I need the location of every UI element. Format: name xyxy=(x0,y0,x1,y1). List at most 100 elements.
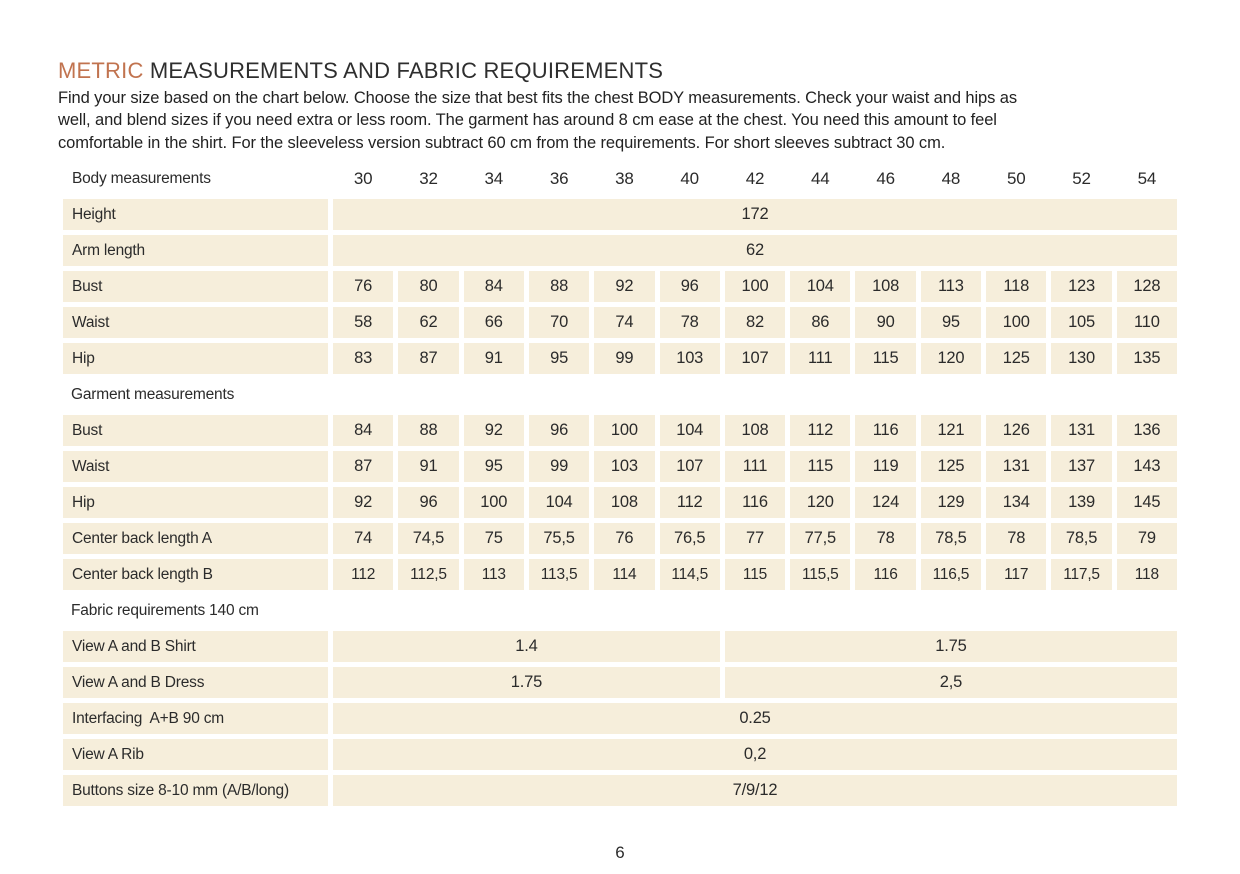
value-cell: 99 xyxy=(594,343,655,375)
value-cell: 100 xyxy=(724,271,786,303)
size-column-header: 30 xyxy=(353,169,373,189)
value-cell: 125 xyxy=(986,343,1047,375)
size-column-header: 32 xyxy=(419,169,438,189)
size-column-header: 54 xyxy=(1137,169,1157,189)
value-cell: 107 xyxy=(724,343,786,375)
value-cell-right: 2,5 xyxy=(724,667,1177,699)
row-label: Bust xyxy=(63,271,328,303)
row-label: Hip xyxy=(63,343,328,375)
value-cell-merged: 62 xyxy=(333,235,1177,267)
value-cell: 86 xyxy=(790,307,851,339)
value-cell-merged: 0,2 xyxy=(333,739,1177,771)
value-cell: 92 xyxy=(594,271,655,303)
value-cell: 84 xyxy=(333,415,394,447)
value-cell: 88 xyxy=(528,271,590,303)
value-cell: 104 xyxy=(528,487,590,519)
value-cell: 66 xyxy=(463,307,524,339)
value-cell: 78 xyxy=(855,523,916,555)
value-cell: 79 xyxy=(1116,523,1177,555)
row-label: Waist xyxy=(63,307,328,339)
size-column-header: 40 xyxy=(680,169,699,189)
size-column-header: 42 xyxy=(745,169,765,189)
value-cell: 77 xyxy=(724,523,786,555)
row-label: Interfacing A+B 90 cm xyxy=(63,703,328,735)
value-cell: 112 xyxy=(659,487,720,519)
value-cell: 126 xyxy=(986,415,1047,447)
value-cell: 115 xyxy=(855,343,916,375)
table-row: Interfacing A+B 90 cm 0.25 xyxy=(63,703,1177,735)
value-cell: 96 xyxy=(659,271,720,303)
value-cell: 62 xyxy=(398,307,459,339)
value-cell: 118 xyxy=(986,271,1047,303)
value-cell: 107 xyxy=(659,451,720,483)
table-row: Center back length B 112 112,5 113 113,5 114 1… xyxy=(63,559,1177,591)
value-cell: 58 xyxy=(333,307,394,339)
table-row: View A and B Shirt 1.4 1.75 xyxy=(63,631,1177,663)
value-cell: 116,5 xyxy=(920,559,982,591)
value-cell: 131 xyxy=(986,451,1047,483)
size-column-header: 38 xyxy=(615,169,634,189)
table-row: Center back length A 74 74,5 75 75,5 76 76,5 77… xyxy=(63,523,1177,555)
value-cell: 117 xyxy=(986,559,1047,591)
size-table: Body measurements 30 32 34 36 38 40 42 44 46 48 50 5… xyxy=(63,165,1177,807)
value-cell: 91 xyxy=(398,451,459,483)
table-row: Waist 87 91 95 99 103 107 111 115 119 125 131 137 143 xyxy=(63,451,1177,483)
value-cell: 78,5 xyxy=(920,523,982,555)
row-label: Buttons size 8-10 mm (A/B/long) xyxy=(63,775,328,807)
value-cell: 112 xyxy=(790,415,851,447)
value-cell: 74 xyxy=(594,307,655,339)
table-row: Garment measurements xyxy=(63,379,1177,410)
row-label: Center back length A xyxy=(63,523,328,555)
value-cell: 114 xyxy=(594,559,655,591)
value-cell: 125 xyxy=(920,451,982,483)
value-cell: 135 xyxy=(1116,343,1177,375)
intro-line: comfortable in the shirt. For the sleeve… xyxy=(58,133,946,152)
value-cell: 111 xyxy=(724,451,786,483)
value-cell: 137 xyxy=(1051,451,1112,483)
table-row: Bust 84 88 92 96 100 104 108 112 116 121 126 131 136 xyxy=(63,415,1177,447)
value-cell: 123 xyxy=(1051,271,1112,303)
value-cell: 139 xyxy=(1051,487,1112,519)
value-cell: 96 xyxy=(398,487,459,519)
value-cell: 145 xyxy=(1116,487,1177,519)
value-cell: 78 xyxy=(986,523,1047,555)
value-cell: 104 xyxy=(790,271,851,303)
page-title-accent: METRIC xyxy=(58,58,144,83)
row-label: View A Rib xyxy=(63,739,328,771)
value-cell: 116 xyxy=(855,559,916,591)
value-cell: 90 xyxy=(855,307,916,339)
value-cell: 117,5 xyxy=(1051,559,1112,591)
table-row: Buttons size 8-10 mm (A/B/long) 7/9/12 xyxy=(63,775,1177,807)
row-label: Bust xyxy=(63,415,328,447)
value-cell: 74,5 xyxy=(398,523,459,555)
value-cell: 100 xyxy=(463,487,524,519)
value-cell: 75 xyxy=(463,523,524,555)
value-cell: 110 xyxy=(1116,307,1177,339)
table-row: Arm length 62 xyxy=(63,235,1177,267)
value-cell-merged: 7/9/12 xyxy=(333,775,1177,807)
row-label: Waist xyxy=(63,451,328,483)
value-cell: 87 xyxy=(333,451,394,483)
value-cell: 104 xyxy=(659,415,720,447)
table-header-label: Body measurements xyxy=(72,170,211,188)
section-label: Fabric requirements 140 cm xyxy=(71,601,259,619)
table-row: Height 172 xyxy=(63,199,1177,231)
value-cell: 134 xyxy=(986,487,1047,519)
value-cell: 103 xyxy=(594,451,655,483)
row-label: View A and B Shirt xyxy=(63,631,328,663)
value-cell: 124 xyxy=(855,487,916,519)
value-cell: 95 xyxy=(463,451,524,483)
size-column-header: 44 xyxy=(811,169,830,189)
value-cell: 105 xyxy=(1051,307,1112,339)
value-cell: 103 xyxy=(659,343,720,375)
value-cell: 116 xyxy=(855,415,916,447)
row-label: Arm length xyxy=(63,235,328,267)
value-cell: 76 xyxy=(333,271,394,303)
table-row: Hip 92 96 100 104 108 112 116 120 124 129 134 139 145 xyxy=(63,487,1177,519)
value-cell: 120 xyxy=(790,487,851,519)
table-row: Hip 83 87 91 95 99 103 107 111 115 120 125 130 135 xyxy=(63,343,1177,375)
value-cell: 100 xyxy=(594,415,655,447)
value-cell: 118 xyxy=(1116,559,1177,591)
page-title: METRIC MEASUREMENTS AND FABRIC REQUIREME… xyxy=(58,58,1182,84)
